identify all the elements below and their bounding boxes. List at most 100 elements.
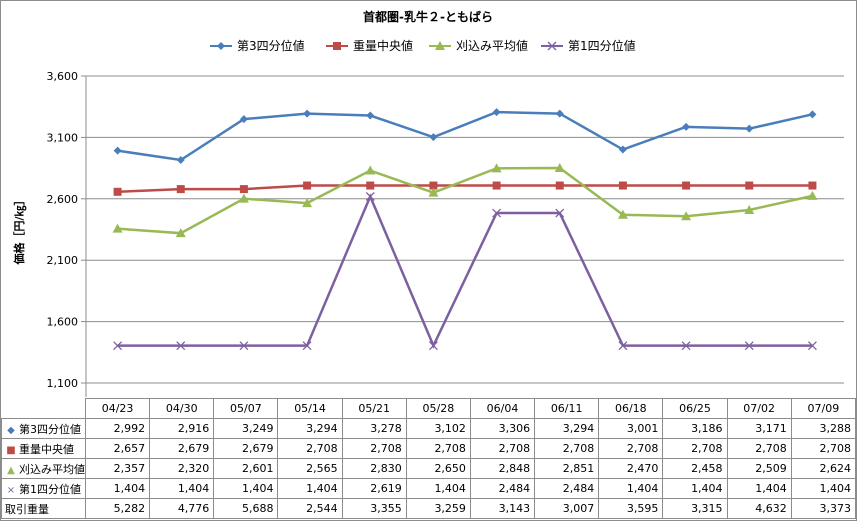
table-row-header: × 第1四分位値 [1,478,86,499]
table-row-label: 第1四分位値 [19,482,81,496]
table-cell: 1,404 [726,478,792,499]
data-point [238,193,249,203]
x-tick-label: 06/04 [469,398,536,419]
data-point [239,115,248,124]
data-point [113,146,122,155]
y-tick-label: 3,600 [47,70,79,83]
data-point [618,145,627,154]
data-point [365,165,376,175]
legend-marker-1 [217,42,225,50]
table-row-label: 刈込み平均値 [19,462,85,476]
data-point [366,111,375,120]
data-point [555,181,564,190]
table-cell: 1,404 [662,478,728,499]
y-tick-label: 3,100 [47,131,79,144]
data-point [303,109,312,118]
table-cell: 3,007 [534,498,600,519]
data-point [744,204,755,214]
table-cell: 2,708 [534,438,600,459]
table-cell: 3,355 [341,498,407,519]
table-cell: 3,373 [790,498,857,519]
data-point [555,109,564,118]
table-row-label: 重量中央値 [19,442,74,456]
table-cell: 3,001 [598,418,664,439]
table-header-row: 04/23 04/30 05/07 05/14 05/21 05/28 06/04 06/11… [1,398,857,419]
table-cell: 2,657 [84,438,151,459]
data-point [112,223,123,233]
table-cell: 2,708 [790,438,857,459]
legend-marker-2 [333,42,341,50]
table-cell: 2,470 [598,458,664,479]
data-point [555,208,565,218]
data-point [302,341,312,351]
table-cell: 1,404 [84,478,151,499]
data-point [428,341,438,351]
x-tick-label: 04/30 [149,398,215,419]
table-cell: 2,357 [84,458,151,479]
data-point [113,341,123,351]
table-cell: 2,601 [213,458,279,479]
table-cell: 2,708 [726,438,792,459]
x-tick-label: 05/07 [213,398,279,419]
table-cell: 5,688 [213,498,279,519]
table-cell: 1,404 [598,478,664,499]
x-tick-label: 05/21 [341,398,407,419]
data-point [429,181,438,190]
table-cell: 2,830 [341,458,407,479]
table-cell: 2,708 [662,438,728,459]
y-axis-label: 価格［円/㎏］ [12,194,27,265]
y-tick-label: 1,100 [47,377,79,390]
table-legend-marker: ◆ [7,424,15,436]
table-row-header: ■ 重量中央値 [1,438,86,459]
y-tick-label: 2,100 [47,254,79,267]
table-cell: 2,565 [277,458,343,479]
table-cell: 3,171 [726,418,792,439]
data-point [617,209,628,219]
table-row-header: ◆ 第3四分位値 [1,418,86,439]
x-tick-label: 05/28 [405,398,471,419]
x-tick-label: 07/09 [790,398,857,419]
table-legend-marker: ▲ [7,464,15,476]
data-point [807,341,817,351]
table-cell: 3,288 [790,418,857,439]
data-point [176,185,185,194]
data-point [302,198,313,208]
data-table: 04/23 04/30 05/07 05/14 05/21 05/28 06/04 06/11… [1,398,857,519]
chart-title: 首都圏-乳牛２-ともばら [363,9,493,24]
series-line-3 [117,166,813,235]
table-cell: 2,679 [213,438,279,459]
legend-label-3: 刈込み平均値 [456,38,528,53]
table-cell: 2,509 [726,458,792,479]
data-point [744,341,754,351]
table-row: 取引重量 5,282 4,776 5,688 2,544 3,355 3,259 3,143 3… [1,498,857,519]
data-point [492,208,502,218]
x-tick-label: 06/25 [662,398,728,419]
legend-marker-3 [435,41,445,50]
table-cell: 3,249 [213,418,279,439]
table-cell: 3,278 [341,418,407,439]
table-cell: 3,315 [662,498,728,519]
data-point [808,110,817,119]
x-tick-label: 06/11 [534,398,600,419]
table-cell: 3,294 [534,418,600,439]
data-point [682,122,691,131]
table-cell: 3,306 [469,418,536,439]
data-point [366,181,375,190]
legend-label-2: 重量中央値 [353,38,413,53]
data-point [492,181,501,190]
y-tick-label: 1,600 [47,316,79,329]
x-tick-label: 07/02 [726,398,792,419]
table-cell: 3,186 [662,418,728,439]
data-point [492,108,501,117]
table-row: ◆ 第3四分位値 2,992 2,916 3,249 3,294 3,278 3,102 3,3… [1,418,857,439]
table-row-header: 取引重量 [1,498,86,519]
x-tick-label: 05/14 [277,398,343,419]
table-row: ▲ 刈込み平均値 2,357 2,320 2,601 2,565 2,830 2,650 2,8… [1,458,857,479]
data-point [491,163,502,173]
table-cell: 2,679 [149,438,215,459]
data-point [428,187,439,197]
table-row-header: ▲ 刈込み平均値 [1,458,86,479]
data-point [303,181,312,190]
data-point [429,133,438,142]
